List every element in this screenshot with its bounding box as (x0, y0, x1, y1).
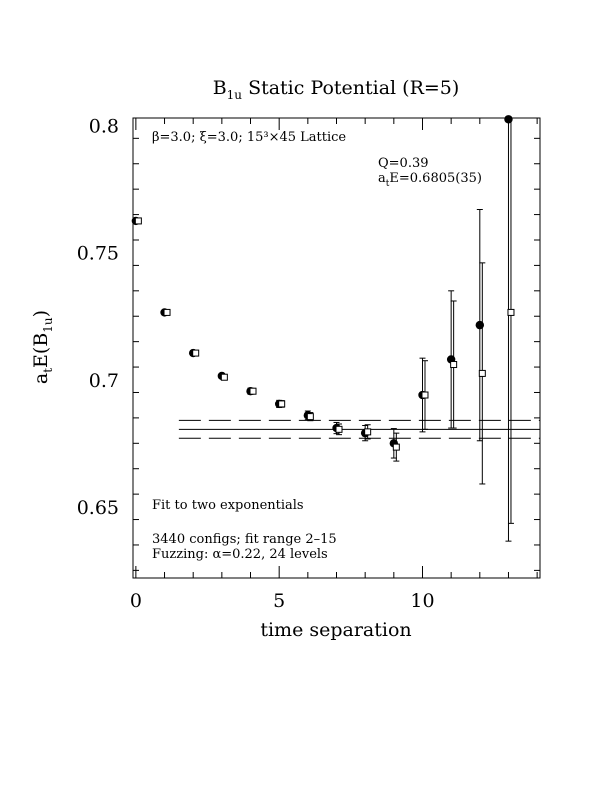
data-point-square (134, 217, 142, 225)
fit-band (178, 419, 540, 439)
data-point-square (335, 425, 343, 433)
data-point-square (421, 391, 429, 399)
data-point-square (249, 387, 257, 395)
data-point-square (478, 369, 486, 377)
data-point-square (392, 443, 400, 451)
data-point-square (364, 428, 372, 436)
axis-tick-labels: 0 5 10 0.65 0.7 0.75 0.8 (77, 116, 435, 612)
axis-ticks (133, 118, 540, 578)
y-tick-label: 0.65 (77, 497, 119, 519)
x-tick-label: 10 (410, 590, 434, 612)
fit-energy-annotation: atE=0.6805(35) (378, 171, 482, 189)
fit-type-annotation: Fit to two exponentials (152, 498, 304, 513)
y-tick-label: 0.7 (89, 370, 119, 392)
data-point-square (220, 373, 228, 381)
q-annotation: Q=0.39 (378, 156, 429, 171)
configs-annotation: 3440 configs; fit range 2–15 (152, 532, 337, 547)
data-point-square (306, 413, 314, 421)
data-point-square (507, 308, 515, 316)
x-tick-label: 5 (273, 590, 285, 612)
data-point-square (192, 349, 200, 357)
chart-title: B1u Static Potential (R=5) (213, 77, 460, 102)
lattice-annotation: β=3.0; ξ=3.0; 15³×45 Lattice (152, 130, 346, 145)
data-point-square (278, 400, 286, 408)
data-point-square (450, 361, 458, 369)
data-point-square (163, 308, 171, 316)
x-axis-label: time separation (260, 619, 411, 641)
data-points (131, 115, 515, 542)
y-tick-label: 0.8 (89, 116, 119, 138)
fuzzing-annotation: Fuzzing: α=0.22, 24 levels (152, 547, 328, 562)
y-axis-label: atE(B1u) (30, 310, 55, 384)
y-tick-label: 0.75 (77, 243, 119, 265)
x-tick-label: 0 (130, 590, 142, 612)
